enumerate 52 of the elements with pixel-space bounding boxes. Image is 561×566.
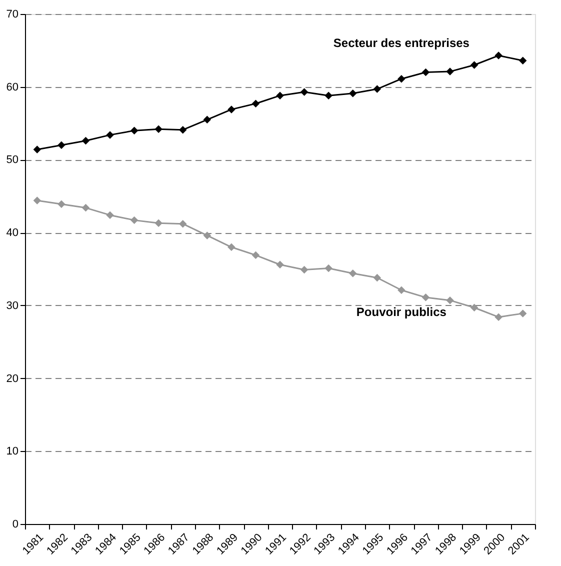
point bbox=[252, 251, 260, 260]
point bbox=[494, 52, 502, 60]
point bbox=[82, 136, 90, 145]
point bbox=[276, 92, 284, 100]
point bbox=[494, 313, 502, 321]
point bbox=[178, 126, 187, 134]
point bbox=[373, 274, 382, 282]
y-tick-label: 50 bbox=[6, 154, 18, 166]
point bbox=[348, 90, 357, 98]
y-tick-label: 70 bbox=[6, 8, 18, 20]
point bbox=[470, 61, 478, 69]
point bbox=[518, 56, 527, 64]
point bbox=[203, 116, 212, 124]
point bbox=[106, 131, 114, 139]
point bbox=[300, 88, 308, 96]
point bbox=[398, 286, 406, 294]
point bbox=[446, 68, 454, 76]
y-tick-label: 30 bbox=[6, 300, 18, 312]
point bbox=[276, 260, 284, 268]
y-tick-label: 10 bbox=[6, 446, 18, 458]
point bbox=[398, 74, 406, 83]
point bbox=[154, 125, 162, 133]
y-tick-label: 0 bbox=[12, 518, 18, 530]
point bbox=[446, 296, 454, 304]
point bbox=[33, 146, 42, 154]
y-tick-label: 20 bbox=[6, 372, 18, 385]
point bbox=[58, 141, 66, 150]
point bbox=[252, 100, 260, 108]
point bbox=[422, 294, 430, 302]
series-label: Secteur des entreprises bbox=[333, 36, 470, 50]
point bbox=[324, 264, 332, 272]
point bbox=[373, 85, 382, 93]
point bbox=[82, 204, 90, 212]
point bbox=[130, 216, 138, 224]
y-tick-label: 60 bbox=[6, 81, 18, 94]
point bbox=[178, 220, 187, 228]
point bbox=[228, 106, 236, 114]
point bbox=[33, 196, 42, 204]
point bbox=[422, 68, 430, 76]
point bbox=[228, 243, 236, 252]
point bbox=[130, 126, 138, 134]
y-tick-label: 40 bbox=[6, 227, 18, 240]
point bbox=[203, 232, 212, 240]
point bbox=[348, 270, 357, 278]
point bbox=[470, 304, 478, 312]
point bbox=[154, 219, 162, 227]
point bbox=[300, 266, 308, 274]
point bbox=[324, 92, 332, 100]
series-label: Pouvoir publics bbox=[356, 305, 447, 320]
point bbox=[106, 211, 114, 219]
point bbox=[58, 200, 66, 208]
point bbox=[518, 310, 527, 318]
